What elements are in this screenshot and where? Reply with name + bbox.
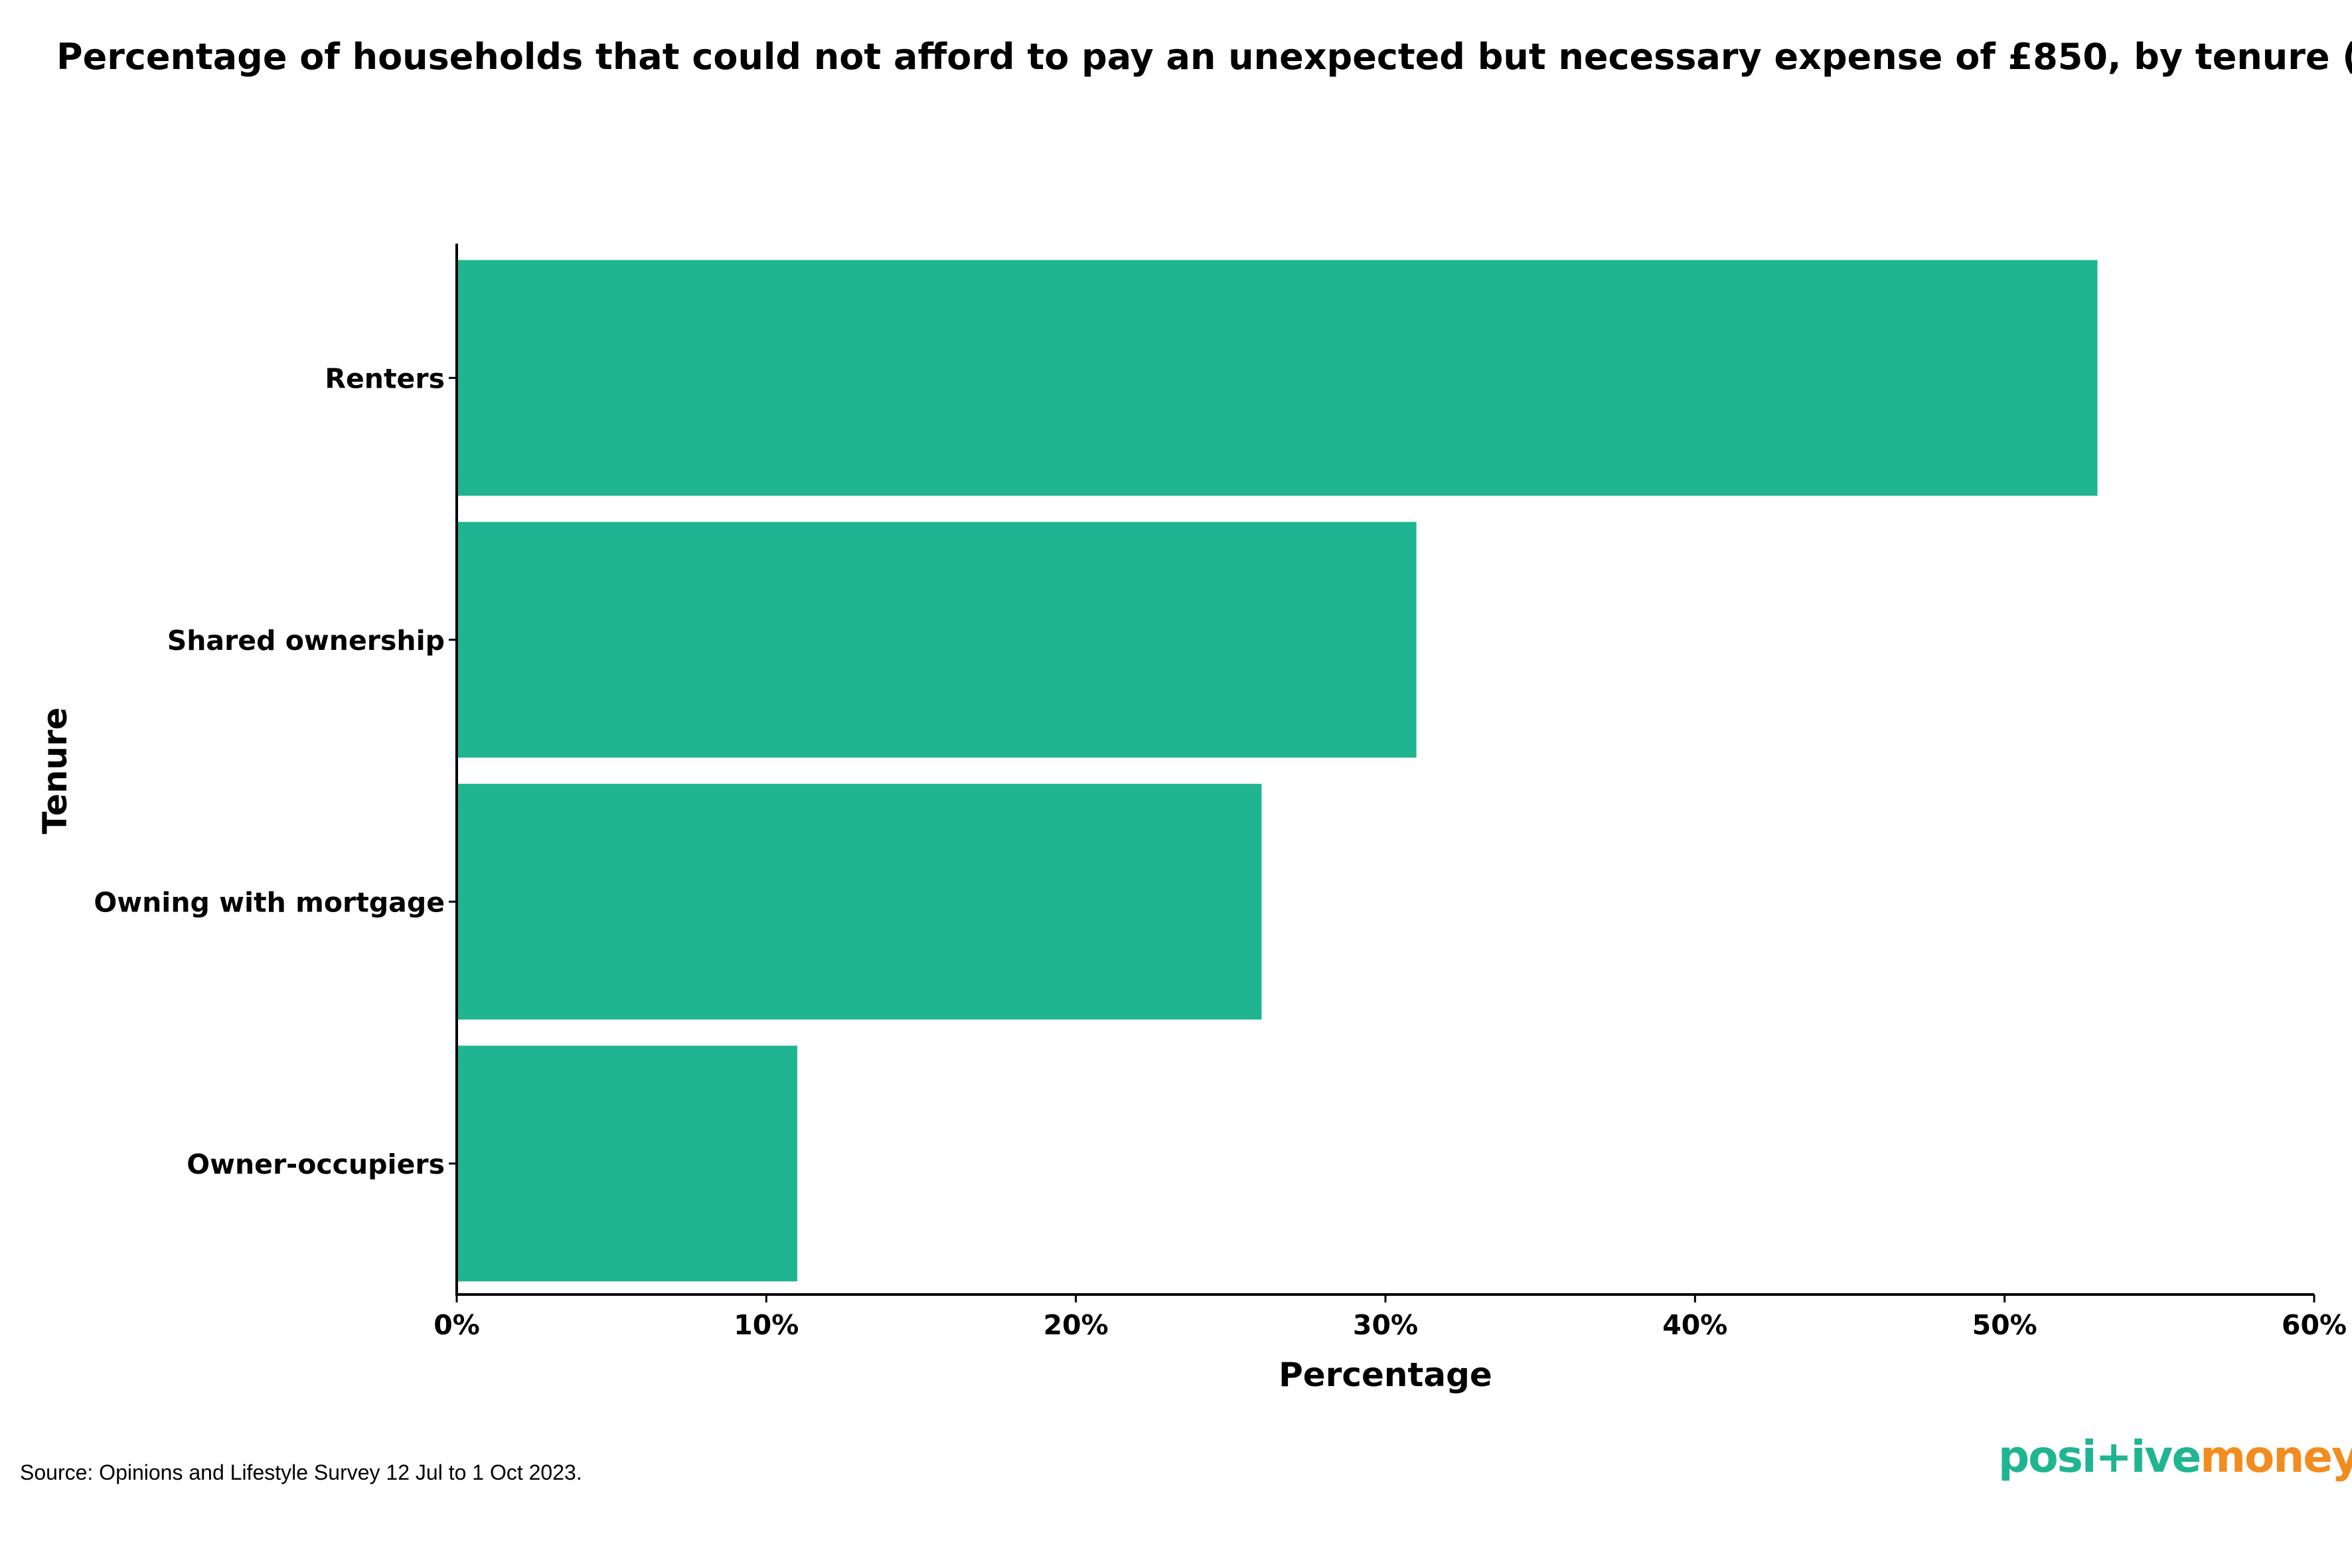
x-tick-label: 0% xyxy=(433,1309,480,1341)
y-tick-label: Owner-occupiers xyxy=(187,1148,445,1180)
y-tick-label: Shared ownership xyxy=(167,625,445,657)
x-tick-label: 40% xyxy=(1662,1309,1727,1341)
y-tick-label: Renters xyxy=(325,362,445,394)
brand-logo-part-2: money xyxy=(2200,1431,2352,1482)
bar-renters xyxy=(457,260,2098,496)
x-axis-ticks: 0% 10% 20% 30% 40% 50% 60% xyxy=(433,1294,2347,1341)
source-note: Source: Opinions and Lifestyle Survey 12… xyxy=(20,1460,582,1484)
x-tick-label: 10% xyxy=(734,1309,799,1341)
bar-shared-ownership xyxy=(457,522,1417,758)
bars-group xyxy=(457,260,2098,1282)
x-tick-label: 60% xyxy=(2282,1309,2347,1341)
y-tick-label: Owning with mortgage xyxy=(94,886,445,918)
brand-logo: posi+ivemoney xyxy=(1998,1427,2352,1487)
bar-owning-with-mortgage xyxy=(457,783,1262,1020)
y-axis-title: Tenure xyxy=(36,707,74,834)
chart-title: Percentage of households that could not … xyxy=(56,36,2352,78)
x-tick-label: 50% xyxy=(1972,1309,2037,1341)
bar-owner-occupiers xyxy=(457,1046,797,1282)
y-axis-ticks: Renters Shared ownership Owning with mortg… xyxy=(94,362,457,1180)
brand-logo-part-1: posi+ive xyxy=(1998,1431,2201,1482)
x-tick-label: 30% xyxy=(1353,1309,1418,1341)
x-axis-title: Percentage xyxy=(1279,1356,1492,1394)
x-tick-label: 20% xyxy=(1044,1309,1109,1341)
